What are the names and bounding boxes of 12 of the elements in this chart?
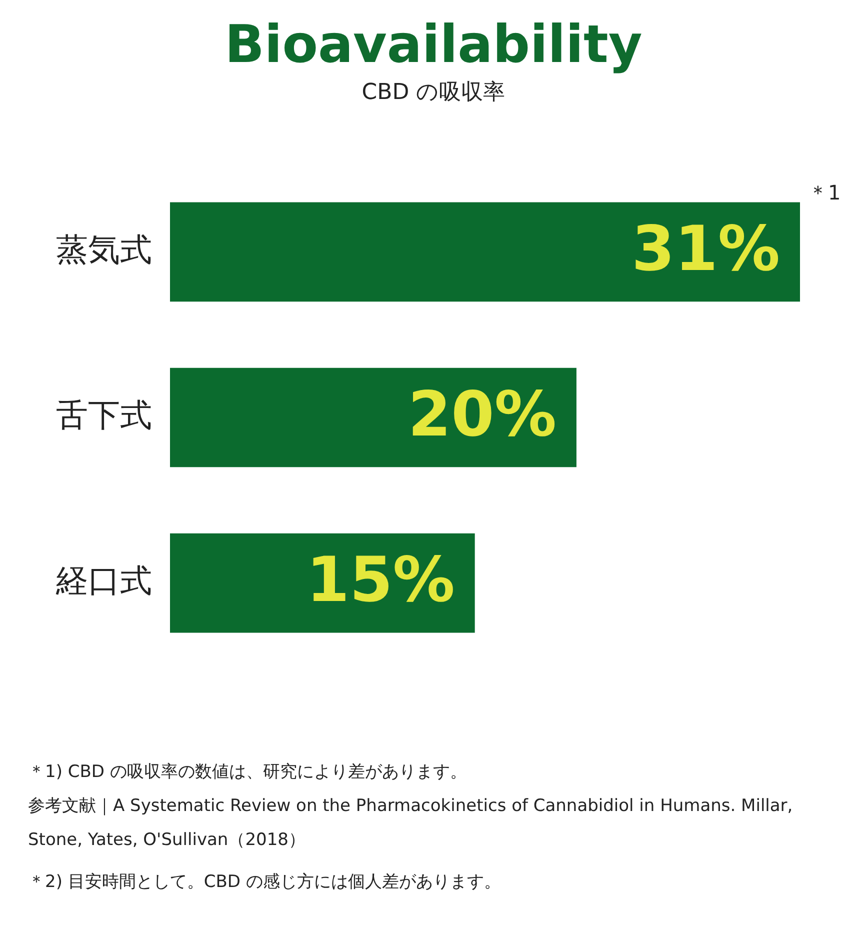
text: ＊2) 目安時間として。CBD の感じ方には個人差があります。 [28,871,502,894]
text: ＊1) CBD の吸収率の数値は、研究により差があります。 [28,761,468,784]
y-tick-label: 経口式 [55,561,152,600]
chart-subtitle: CBD の吸収率 [360,79,506,107]
chart-title: Bioavailability [224,14,644,76]
text: 参考文献｜A Systematic Review on the Pharmacokinetics of Cannabidiol in Humans. Millar, Stone, Yates, O'Sullivan（2018） [28,795,794,852]
y-tick-label: 蒸気式 [56,230,152,268]
data-label: 15% [306,543,455,616]
y-tick-label: 舌下式 [56,396,152,434]
data-label: 31% [632,212,780,286]
annotation: ＊1 [808,180,841,205]
data-label: 20% [408,378,556,451]
